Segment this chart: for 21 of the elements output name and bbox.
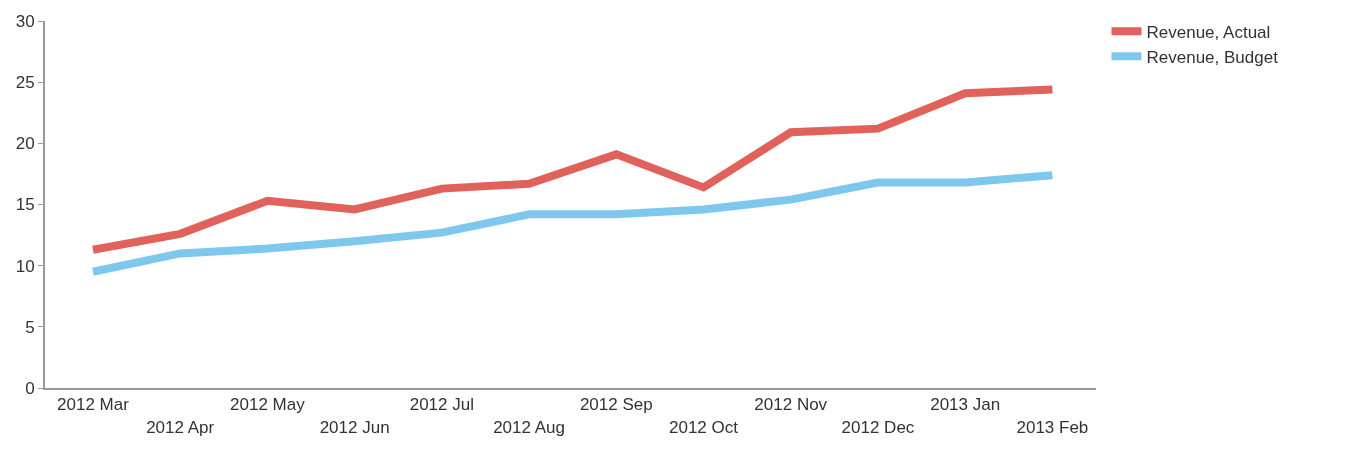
y-tick-label: 5 [25,317,35,337]
x-tick-label: 2012 Nov [754,395,828,415]
y-tick-label: 30 [15,11,35,31]
x-tick-label: 2012 Sep [579,395,653,415]
legend-label: Revenue, Budget [1146,47,1279,67]
x-tick-label: 2012 Aug [493,417,565,437]
x-tick-label: 2013 Jan [930,395,1001,415]
x-tick-label: 2012 Jun [319,417,390,437]
x-tick-label: 2012 Apr [146,417,215,437]
x-tick-label: 2012 Oct [669,417,739,437]
x-tick-label: 2013 Feb [1016,417,1089,437]
x-tick-label: 2012 Mar [57,395,130,415]
y-tick-label: 15 [15,195,35,215]
legend-label: Revenue, Actual [1146,22,1271,42]
y-tick-label: 0 [25,378,35,398]
x-tick-label: 2012 May [230,395,306,415]
y-tick-label: 10 [15,256,35,276]
y-tick-label: 25 [15,73,35,93]
y-tick-label: 20 [15,134,35,154]
x-tick-label: 2012 Jul [409,395,474,415]
x-tick-label: 2012 Dec [841,417,915,437]
